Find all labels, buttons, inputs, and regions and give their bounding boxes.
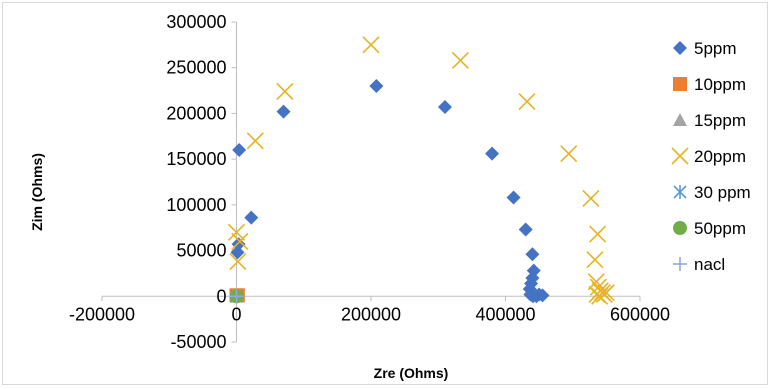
y-axis-title: Zim (Ohms) <box>29 153 45 231</box>
data-point <box>229 252 247 271</box>
data-point <box>518 222 533 237</box>
legend-label: nacl <box>694 255 725 274</box>
y-tick-label: 250000 <box>166 58 226 78</box>
series-5ppm <box>230 79 550 304</box>
y-tick-label: 200000 <box>166 103 226 123</box>
x-tick-label: 0 <box>231 304 241 324</box>
legend-label: 10ppm <box>694 75 746 94</box>
legend-marker <box>673 77 687 91</box>
legend-marker <box>671 147 689 165</box>
data-point <box>276 104 291 119</box>
y-tick-label: 150000 <box>166 149 226 169</box>
legend-marker <box>673 185 687 199</box>
data-point <box>231 237 246 252</box>
chart-frame <box>2 2 768 385</box>
data-point <box>276 82 294 101</box>
data-point <box>227 223 246 241</box>
legend-item: 5ppm <box>673 39 737 58</box>
legend-marker <box>673 257 687 271</box>
legend-marker <box>673 113 687 126</box>
data-point <box>437 100 452 115</box>
legend-item: 10ppm <box>673 75 746 94</box>
legend-label: 5ppm <box>694 39 737 58</box>
data-point <box>582 189 600 208</box>
legend-marker <box>673 41 687 55</box>
data-point <box>229 289 244 304</box>
series-20ppm <box>227 36 615 305</box>
legend-item: 30 ppm <box>673 183 751 202</box>
x-tick-label: 200000 <box>341 304 401 324</box>
data-point <box>244 210 259 225</box>
x-tick-label: 400000 <box>475 304 535 324</box>
y-tick-label: 300000 <box>166 12 226 32</box>
series-nacl <box>229 289 244 304</box>
legend-item: 50ppm <box>673 219 746 238</box>
legend-item: 15ppm <box>673 111 746 130</box>
data-point <box>231 232 249 250</box>
legend-item: 20ppm <box>671 147 746 166</box>
data-point <box>485 146 500 161</box>
legend-label: 30 ppm <box>694 183 751 202</box>
data-point <box>586 251 604 269</box>
data-point <box>369 79 384 93</box>
y-tick-label: -50000 <box>170 332 226 352</box>
legend-label: 15ppm <box>694 111 746 130</box>
y-tick-label: 50000 <box>176 241 226 261</box>
data-point <box>362 36 380 54</box>
data-point <box>535 288 550 303</box>
data-point <box>506 190 521 205</box>
x-tick-label: 600000 <box>610 304 670 324</box>
legend-item: nacl <box>673 255 725 274</box>
plot-area: -200000 0 200000 400000 600000-5000005000010… <box>69 12 670 352</box>
data-point <box>451 51 470 69</box>
data-point <box>230 245 245 260</box>
data-point <box>589 225 607 243</box>
y-tick-label: 100000 <box>166 195 226 215</box>
legend-label: 20ppm <box>694 147 746 166</box>
data-point <box>232 143 247 157</box>
data-point <box>518 92 536 111</box>
data-point <box>525 247 540 262</box>
legend: 5ppm 10ppm 15ppm 20ppm 30 ppm 50ppm nacl <box>671 39 751 274</box>
legend-marker <box>673 221 687 235</box>
x-tick-label: -200000 <box>69 304 135 324</box>
y-tick-label: 0 <box>216 286 226 306</box>
data-point <box>560 145 578 163</box>
x-axis-title: Zre (Ohms) <box>374 365 449 381</box>
data-point <box>246 132 264 150</box>
data-point <box>591 287 609 305</box>
legend-label: 50ppm <box>694 219 746 238</box>
